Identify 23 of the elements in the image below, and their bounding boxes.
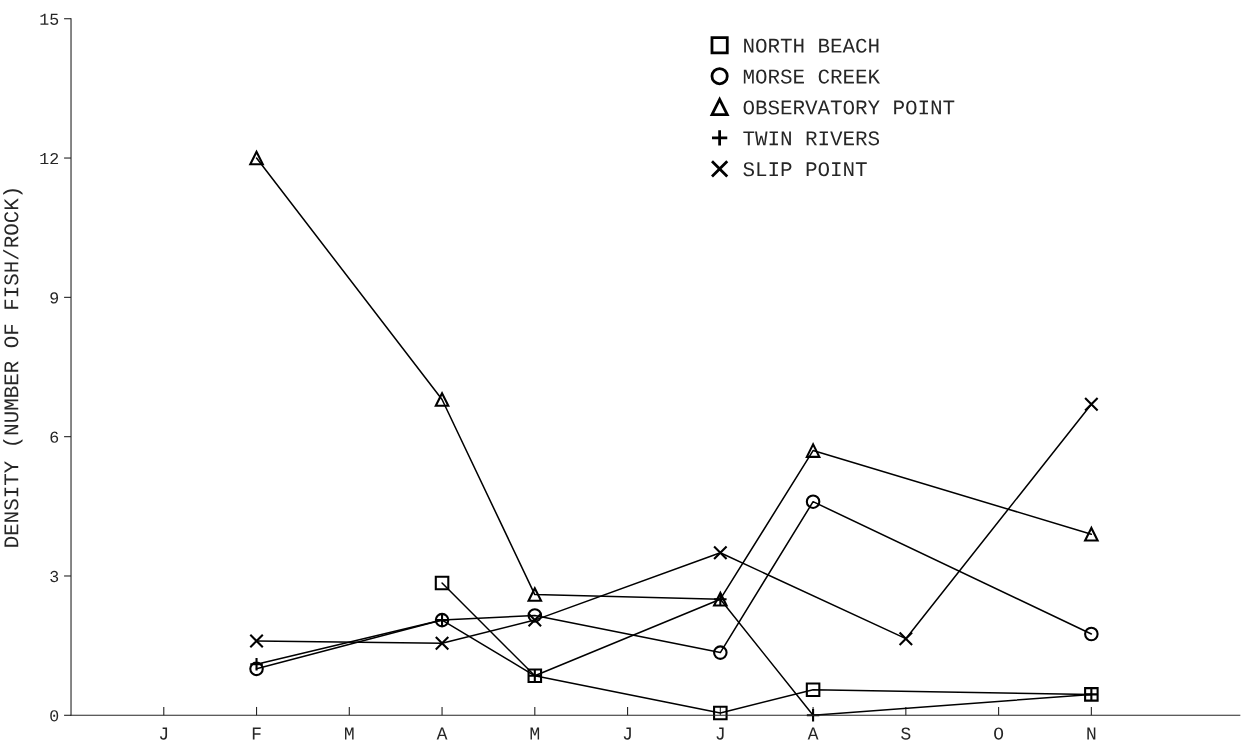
y-tick-label: 12	[40, 152, 59, 165]
legend-label: TWIN RIVERS	[743, 131, 880, 146]
x-tick-label: J	[623, 727, 631, 740]
x-tick-label: M	[345, 727, 354, 740]
x-tick-label: F	[252, 727, 261, 740]
y-tick-label: 6	[50, 431, 59, 443]
legend-label: SLIP POINT	[743, 162, 867, 177]
y-tick-label: 15	[40, 13, 59, 25]
x-tick-label: M	[530, 727, 540, 740]
x-tick-label: N	[1087, 727, 1096, 740]
legend-label: MORSE CREEK	[743, 69, 881, 84]
y-tick-label: 0	[50, 710, 59, 722]
y-tick-label: 9	[50, 292, 59, 304]
legend-label: OBSERVATORY POINT	[743, 100, 955, 115]
y-axis-title: DENSITY (NUMBER OF FISH/ROCK)	[3, 189, 23, 547]
x-tick-label: A	[436, 727, 448, 740]
x-tick-label: A	[807, 727, 819, 740]
x-tick-label: S	[901, 727, 911, 740]
x-tick-label: J	[716, 727, 724, 740]
x-tick-label: J	[159, 727, 168, 740]
y-tick-label: 3	[50, 570, 59, 583]
legend-label: NORTH BEACH	[744, 38, 879, 53]
x-tick-label: O	[994, 727, 1004, 740]
